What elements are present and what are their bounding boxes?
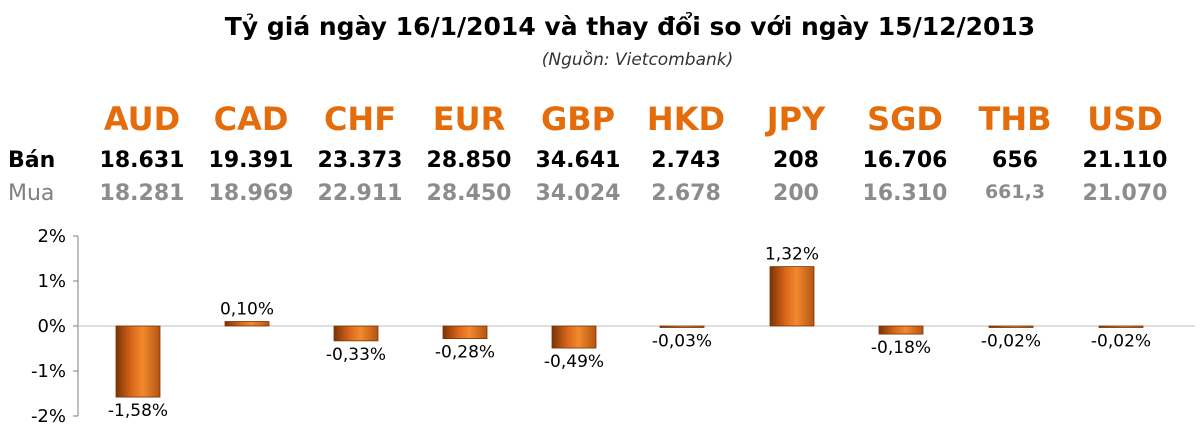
y-tick-label: 1%: [37, 271, 66, 292]
chart-title: Tỷ giá ngày 16/1/2014 và thay đổi so với…: [224, 12, 1036, 41]
buy-rate-jpy: 200: [773, 181, 819, 206]
change-bar-chart: 2% 1% 0% -1% -2% -1,58% 0,10% -0,33% -0,28% -0,4…: [31, 226, 1195, 427]
currency-code-sgd: SGD: [867, 100, 943, 138]
buy-rate-gbp: 34.024: [535, 181, 621, 206]
bar-series: [115, 266, 1144, 398]
data-label-eur: -0,28%: [435, 343, 495, 363]
bar-aud: [115, 325, 161, 398]
sell-rate-aud: 18.631: [99, 148, 185, 173]
currency-code-eur: EUR: [432, 100, 506, 138]
data-label-hkd: -0,03%: [652, 332, 712, 352]
buy-rate-usd: 21.070: [1082, 181, 1168, 206]
bar-hkd: [659, 325, 705, 328]
y-tick-label: -1%: [31, 361, 66, 382]
data-label-chf: -0,33%: [326, 345, 386, 365]
y-tick-label: -2%: [31, 406, 66, 427]
currency-code-aud: AUD: [103, 100, 181, 138]
sell-rate-cad: 19.391: [208, 148, 294, 173]
sell-rate-row: Bán 18.631 19.391 23.373 28.850 34.641 2.743 2…: [0, 148, 1200, 188]
buy-rate-chf: 22.911: [317, 181, 403, 206]
sell-rate-eur: 28.850: [426, 148, 512, 173]
data-label-aud: -1,58%: [108, 401, 168, 421]
currency-code-thb: THB: [978, 100, 1052, 138]
bar-chf: [333, 325, 379, 342]
currency-code-row: AUD CAD CHF EUR GBP HKD JPY SGD THB USD: [0, 100, 1200, 144]
sell-row-label: Bán: [8, 148, 56, 173]
sell-rate-hkd: 2.743: [651, 148, 721, 173]
buy-rate-eur: 28.450: [426, 181, 512, 206]
bar-sgd: [878, 325, 924, 335]
data-labels: -1,58% 0,10% -0,33% -0,28% -0,49% -0,03% 1,32%…: [108, 245, 1151, 422]
bar-cad: [224, 321, 270, 327]
buy-rate-aud: 18.281: [99, 181, 185, 206]
buy-row-label: Mua: [8, 181, 55, 206]
buy-rate-sgd: 16.310: [862, 181, 948, 206]
data-label-jpy: 1,32%: [765, 245, 819, 265]
sell-rate-sgd: 16.706: [862, 148, 948, 173]
buy-rate-thb: 661,3: [984, 181, 1046, 203]
buy-rate-cad: 18.969: [208, 181, 294, 206]
currency-code-chf: CHF: [323, 100, 397, 138]
bar-gbp: [551, 325, 597, 349]
data-label-sgd: -0,18%: [871, 338, 931, 358]
currency-code-usd: USD: [1087, 100, 1163, 138]
bar-usd: [1098, 325, 1144, 328]
bar-jpy: [769, 266, 815, 327]
sell-rate-usd: 21.110: [1082, 148, 1168, 173]
data-label-cad: 0,10%: [220, 300, 274, 320]
bar-thb: [988, 325, 1034, 328]
currency-code-jpy: JPY: [766, 100, 826, 138]
buy-rate-row: Mua 18.281 18.969 22.911 28.450 34.024 2.678 2…: [0, 181, 1200, 221]
sell-rate-chf: 23.373: [317, 148, 403, 173]
y-tick-label: 0%: [37, 316, 66, 337]
chart-subtitle: (Nguồn: Vietcombank): [541, 50, 734, 70]
data-label-gbp: -0,49%: [544, 352, 604, 372]
sell-rate-jpy: 208: [773, 148, 819, 173]
buy-rate-hkd: 2.678: [651, 181, 721, 206]
currency-code-gbp: GBP: [540, 100, 616, 138]
sell-rate-gbp: 34.641: [535, 148, 621, 173]
data-label-usd: -0,02%: [1091, 332, 1151, 352]
y-tick-label: 2%: [37, 226, 66, 247]
currency-code-hkd: HKD: [646, 100, 726, 138]
data-label-thb: -0,02%: [981, 332, 1041, 352]
currency-code-cad: CAD: [213, 100, 289, 138]
sell-rate-thb: 656: [992, 148, 1038, 173]
bar-eur: [442, 325, 488, 340]
